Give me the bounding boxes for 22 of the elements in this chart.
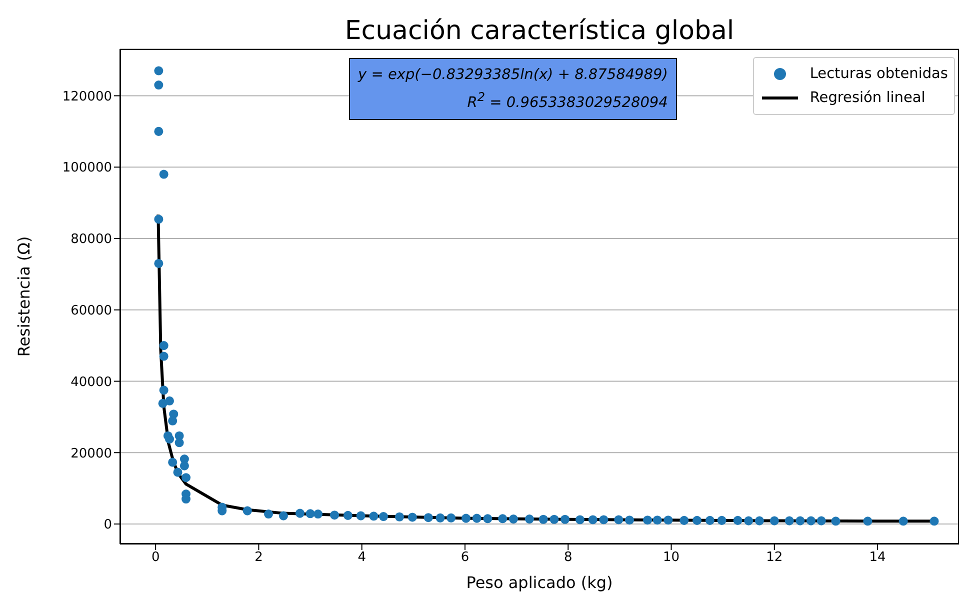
annotation: R$^{2}$ = 0.9653383029528094 xyxy=(466,89,668,113)
x-tick-label: 14 xyxy=(869,550,886,566)
y-tick-label: 20000 xyxy=(70,446,112,462)
x-tick-label: 2 xyxy=(254,550,263,566)
legend-label: Regresión lineal xyxy=(810,90,926,106)
y-tick-label: 80000 xyxy=(70,232,112,248)
x-tick-label: 8 xyxy=(564,550,572,566)
chart-title: Ecuación característica global xyxy=(344,16,736,46)
x-axis-title: Peso aplicado (kg) xyxy=(466,573,613,592)
y-tick-label: 60000 xyxy=(70,304,112,318)
x-tick-label: 6 xyxy=(460,550,470,566)
y-tick-label: 100000 xyxy=(62,160,112,176)
x-tick-label: 4 xyxy=(358,550,366,566)
x-tick-label: 12 xyxy=(766,550,783,566)
y-tick-label: 120000 xyxy=(62,89,112,104)
x-tick-label: 10 xyxy=(662,550,680,566)
x-tick-label: 0 xyxy=(151,550,160,566)
y-axis-title: Resistencia (Ω) xyxy=(14,236,34,357)
y-tick-label: 40000 xyxy=(70,374,112,390)
y-tick-label: 0 xyxy=(104,518,112,533)
annotation: y = exp(−0.83293385ln(x) + 8.87584989) xyxy=(358,66,668,85)
legend-label: Lecturas obtenidas xyxy=(810,66,948,82)
